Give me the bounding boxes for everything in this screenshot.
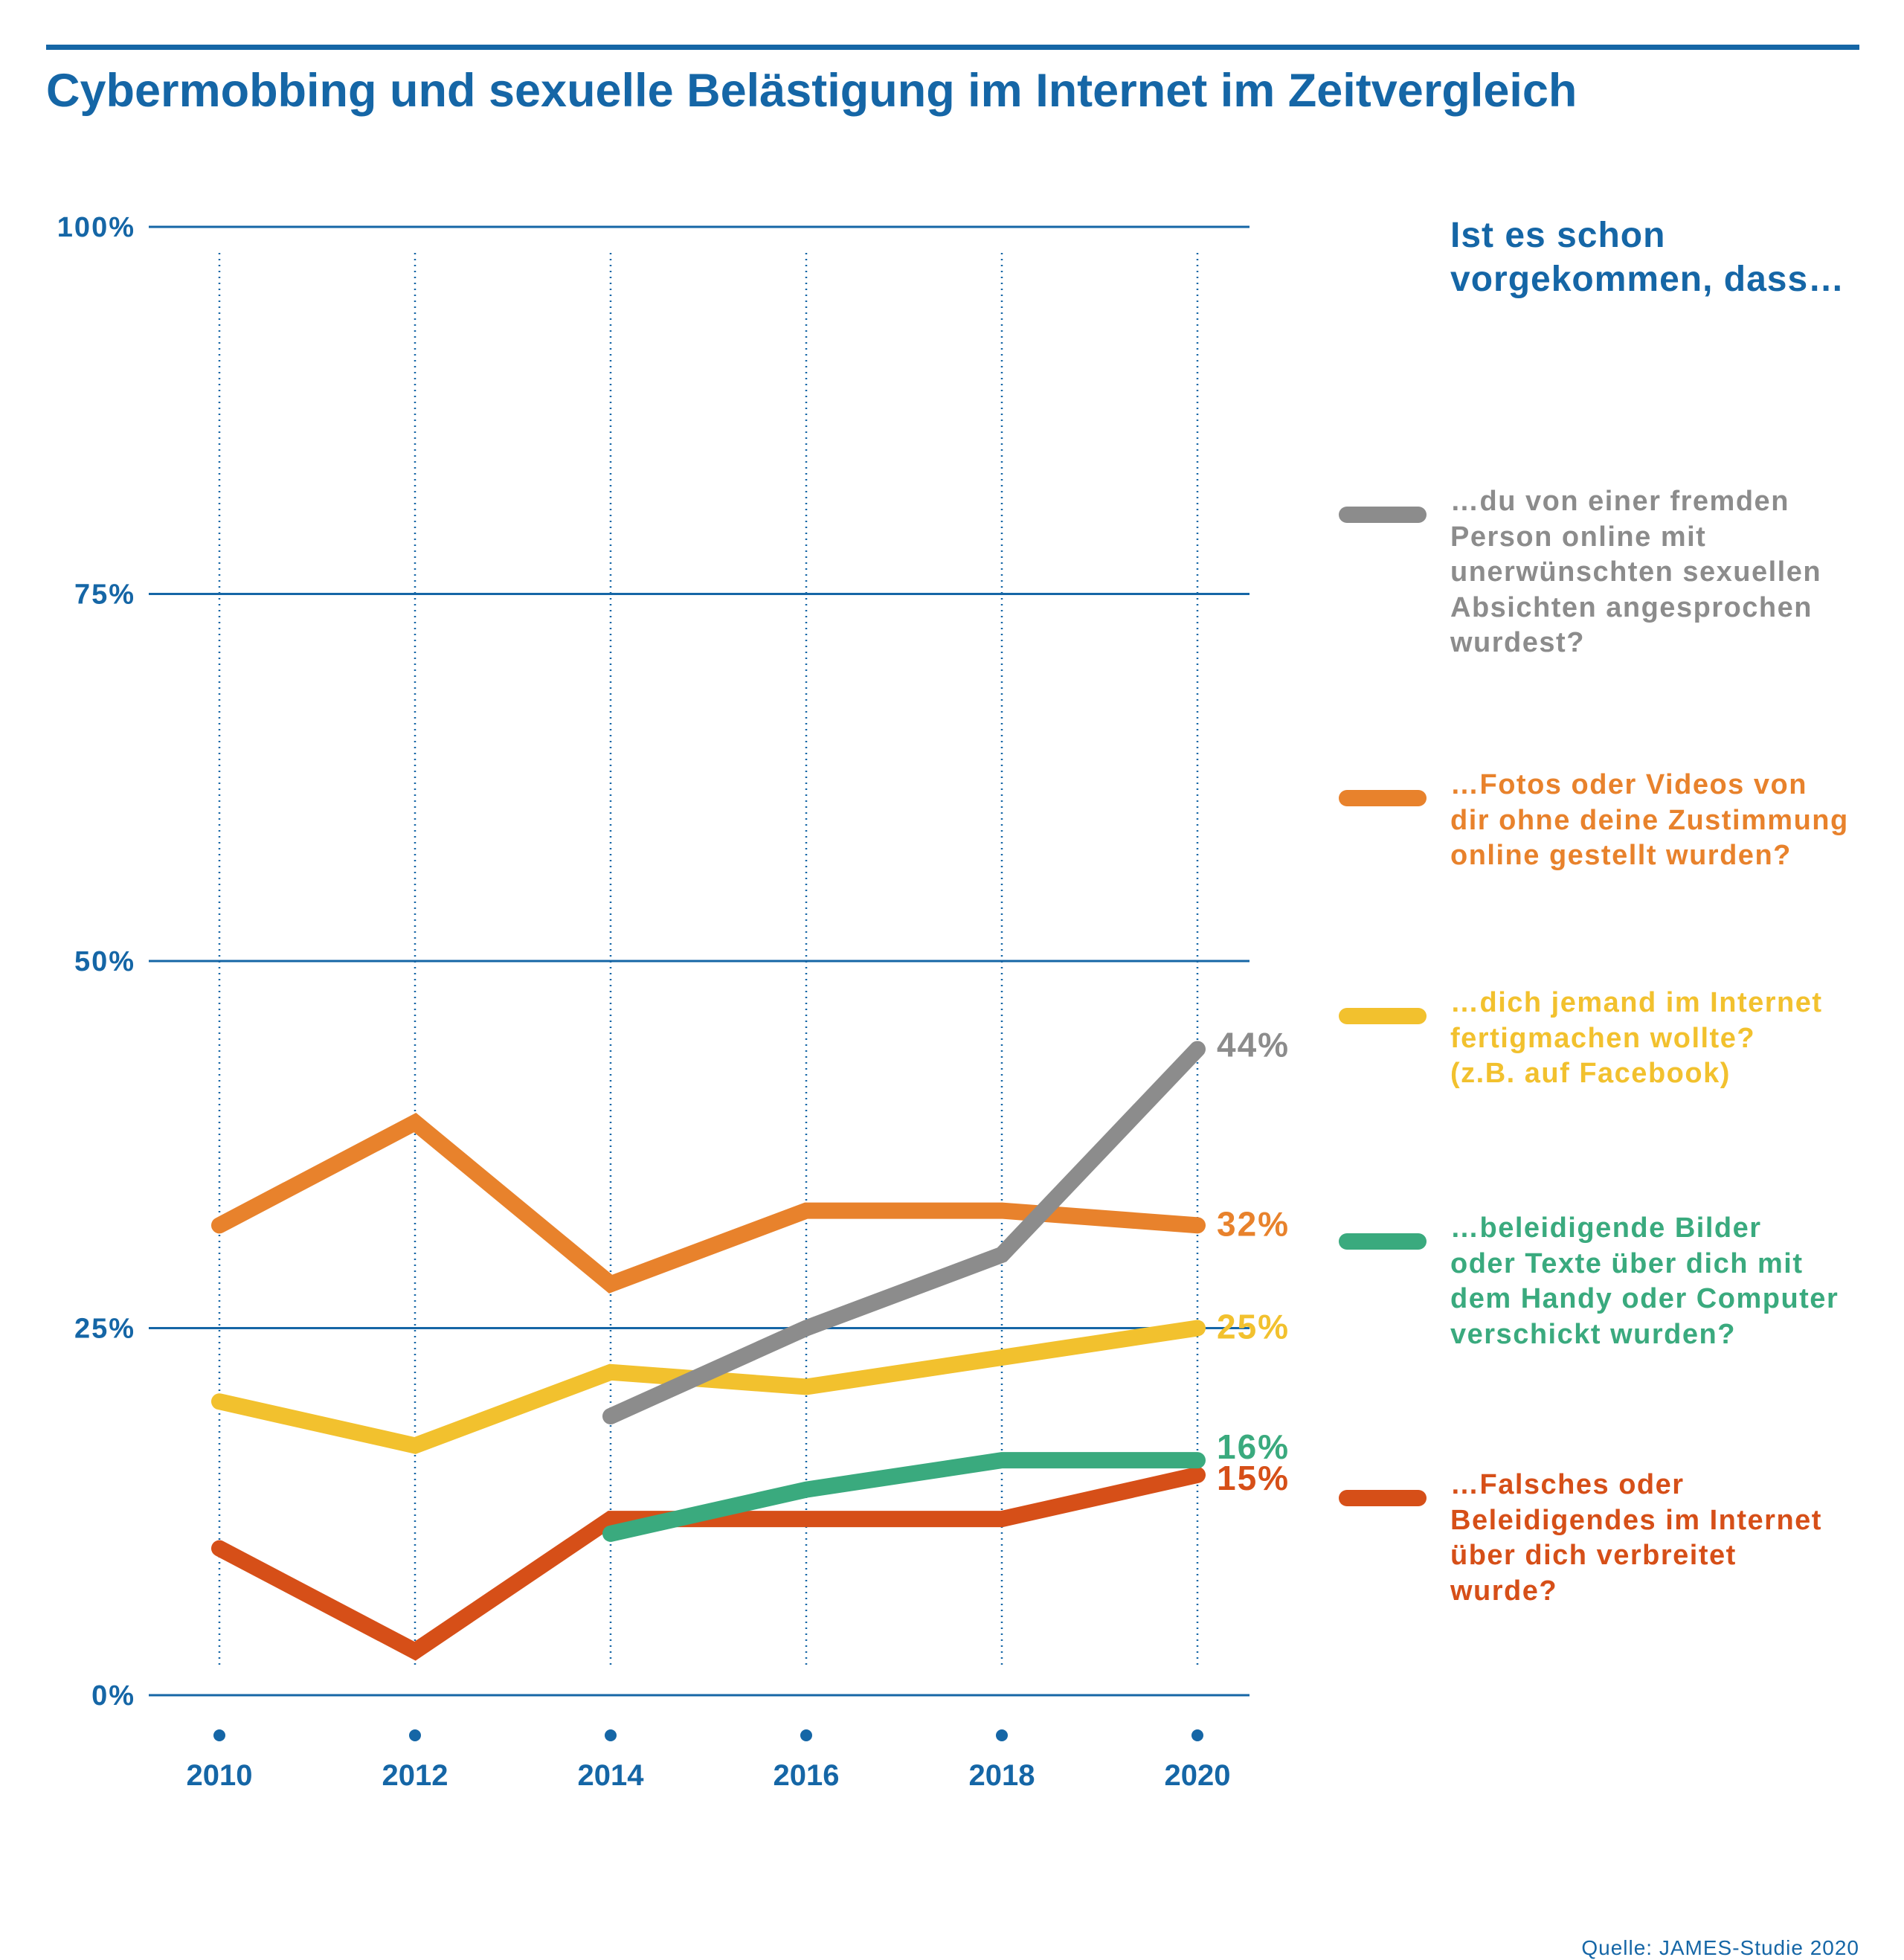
x-tick-label: 2012 [382,1759,448,1792]
series-line-1 [602,1041,1206,1424]
chart-title: Cybermobbing und sexuelle Belästigung im… [46,65,1577,117]
y-tick-label: 75% [74,579,135,611]
x-axis-dot [800,1729,812,1741]
x-axis-dot [213,1729,225,1741]
legend-label: …beleidigende Bilder oder Texte über dich… [1450,1212,1839,1350]
legend-label: …Falsches oder Beleidigendes im Internet ü… [1450,1469,1822,1607]
legend-swatch [1339,1490,1427,1506]
series-line-3 [211,1320,1206,1454]
data-label-end-4: 16% [1217,1427,1290,1466]
series-line-4 [602,1452,1206,1542]
legend-swatch [1339,1233,1427,1250]
line-chart: 0% 25% 50% 75% 100% 2010 2012 2014 2016 2018 2020 4… [57,212,1290,1792]
top-rule [46,45,1859,50]
data-label-end-3: 25% [1217,1308,1290,1346]
legend-heading: Ist es schon vorgekommen, dass… [1450,216,1845,299]
x-axis-dot [605,1729,617,1741]
legend-label: …du von einer fremden Person online mit un… [1450,486,1822,658]
x-axis-dot [996,1729,1008,1741]
y-tick-label: 100% [57,212,135,243]
x-tick-label: 2010 [187,1759,253,1792]
x-tick-label: 2016 [774,1759,840,1792]
series-line-5 [211,1466,1206,1661]
legend-label: …Fotos oder Videos von dir ohne deine Zus… [1450,769,1849,871]
x-axis-dot [409,1729,421,1741]
data-label-end-2: 32% [1217,1204,1290,1243]
data-label-end-5: 15% [1217,1459,1290,1497]
y-tick-label: 50% [74,946,135,977]
y-tick-label: 25% [74,1314,135,1345]
legend-swatch [1339,790,1427,806]
x-tick-label: 2014 [578,1759,645,1792]
legend-swatch [1339,507,1427,523]
legend-label: …dich jemand im Internet fertigmachen wol… [1450,987,1823,1089]
data-label-end-1: 44% [1217,1025,1290,1064]
x-tick-label: 2020 [1165,1759,1231,1792]
x-axis-dot [1191,1729,1203,1741]
source-note: Quelle: JAMES-Studie 2020 [1581,1936,1859,1959]
legend-swatch [1339,1008,1427,1024]
y-tick-label: 0% [91,1680,135,1712]
x-tick-label: 2018 [969,1759,1035,1792]
